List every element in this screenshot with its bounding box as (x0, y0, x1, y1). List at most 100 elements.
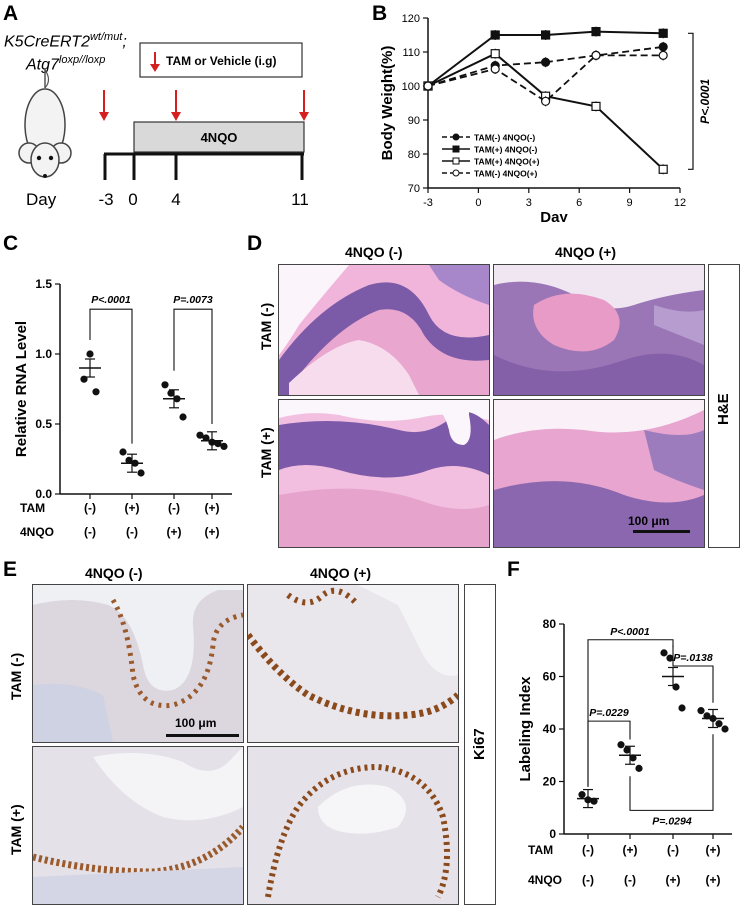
y-axis-label: Relative RNA Level (13, 321, 30, 457)
genotype-label: K5CreERT2wt/mut; Atg7loxp//loxp (4, 28, 154, 75)
he-image-tam-pos-4nqo-pos (493, 399, 705, 548)
y-tick-label: 120 (402, 13, 420, 25)
group-4nqo-label: (-) (624, 873, 636, 887)
group-tam-label: (+) (205, 501, 220, 515)
p-value-label: P<.0001 (698, 78, 712, 123)
y-tick-label: 0.5 (35, 417, 52, 431)
4nqo-exposure-bar (133, 121, 305, 153)
data-point (591, 101, 601, 112)
legend-marker (452, 133, 460, 141)
data-point (541, 30, 551, 40)
data-point (678, 704, 686, 712)
group-tam-label: (+) (125, 501, 140, 515)
y-tick-label: 90 (408, 115, 420, 127)
data-point (179, 413, 187, 421)
genotype-line1-sup: wt/mut (89, 31, 123, 43)
data-point (125, 456, 133, 464)
legend-red-arrow-icon (150, 52, 160, 72)
ki67-col-header: 4NQO (-) (85, 565, 143, 581)
panel-a-letter: A (3, 2, 19, 25)
dose-arrow-icon (299, 90, 309, 121)
series-line (427, 46, 664, 87)
ki67-scale-bar-label: 100 μm (175, 716, 217, 730)
genotype-line1-tail: ; (122, 33, 127, 51)
he-image-tam-pos-4nqo-neg (278, 399, 490, 548)
data-point (220, 442, 228, 450)
data-point (666, 654, 674, 662)
ki67-col-header: 4NQO (+) (310, 565, 372, 581)
he-col-header: 4NQO (+) (555, 244, 617, 260)
group-4nqo-label: (+) (167, 525, 182, 539)
group-tam-label: (+) (623, 843, 638, 857)
y-axis-label: Body Weight(%) (379, 46, 396, 161)
he-scale-bar (633, 530, 690, 533)
treatment-legend-text: TAM or Vehicle (i.g) (166, 54, 276, 68)
group-tam-label: (+) (706, 843, 721, 857)
panel-f-letter: F (507, 558, 520, 581)
data-point (591, 27, 601, 37)
y-tick-label: 1.5 (35, 277, 52, 291)
significance-bracket (173, 308, 213, 424)
data-point (658, 50, 668, 61)
p-value-label: P=.0294 (652, 815, 692, 827)
legend-label: TAM(+) 4NQO(-) (474, 145, 538, 155)
labeling-index-chart: 0 20 40 60 80 Labeling Index TAM 4NQO (-) (-) (+) (… (517, 617, 732, 887)
dose-arrow-icon (171, 90, 181, 121)
y-tick-label: 40 (543, 722, 557, 736)
x-axis-label: Day (540, 209, 568, 222)
data-point (161, 381, 169, 389)
legend-marker (452, 169, 460, 177)
rna-level-chart: 0.0 0.5 1.0 1.5 Relative RNA Level TAM 4NQO (-)… (13, 277, 232, 539)
group-row-label: TAM (528, 843, 553, 857)
he-row-label: TAM (+) (258, 427, 274, 478)
ki67-scale-bar (166, 734, 239, 737)
data-point (658, 28, 668, 38)
significance-bracket (629, 734, 714, 811)
he-image-tam-neg-4nqo-pos (493, 264, 705, 396)
data-point (119, 448, 127, 456)
ki67-image-tam-pos-4nqo-neg (32, 746, 244, 905)
ki67-stain-label: Ki67 (471, 728, 488, 760)
panel-d-letter: D (247, 232, 263, 255)
data-point (658, 42, 668, 52)
y-tick-label: 80 (543, 617, 557, 631)
data-point (490, 49, 500, 59)
treatment-legend-box (139, 42, 303, 78)
y-tick-label: 80 (408, 149, 420, 161)
group-tam-label: (-) (582, 843, 594, 857)
legend-marker (452, 157, 460, 165)
timeline-tick-label: 11 (291, 190, 309, 209)
significance-bracket (587, 720, 631, 787)
p-value-label: P=.0073 (173, 294, 213, 306)
genotype-line2-sup: loxp//loxp (58, 54, 106, 67)
p-value-label: P<.0001 (610, 626, 650, 638)
data-point (423, 81, 433, 91)
group-4nqo-label: (+) (666, 873, 681, 887)
data-point (629, 754, 637, 762)
data-point (617, 741, 625, 749)
genotype-line1: K5CreERT2 (4, 33, 90, 51)
significance-bracket (89, 308, 133, 444)
mouse-icon (18, 68, 72, 178)
p-value-label: P=.0229 (589, 707, 629, 719)
data-point (541, 57, 551, 67)
data-point (660, 649, 668, 657)
group-row-label: 4NQO (20, 525, 54, 539)
significance-bracket (587, 639, 674, 787)
timeline-day-label: Day (26, 190, 57, 209)
data-point (214, 440, 222, 448)
data-point (697, 707, 705, 715)
panel-a-schematic: TAM or Vehicle (i.g) 4NQO Day -3 0 4 11 (18, 42, 309, 209)
x-tick-label: 3 (526, 197, 532, 209)
data-point (715, 720, 723, 728)
x-tick-label: 6 (576, 197, 582, 209)
data-point (490, 64, 500, 74)
dose-arrow-icon (99, 90, 109, 121)
data-point (490, 30, 500, 40)
timeline-tick-label: 0 (128, 190, 137, 209)
he-image-tam-neg-4nqo-neg (278, 264, 490, 396)
data-point (590, 797, 598, 805)
ki67-row-label: TAM (+) (8, 804, 24, 855)
y-tick-label: 60 (543, 670, 557, 684)
p-value-label: P<.0001 (91, 294, 131, 306)
